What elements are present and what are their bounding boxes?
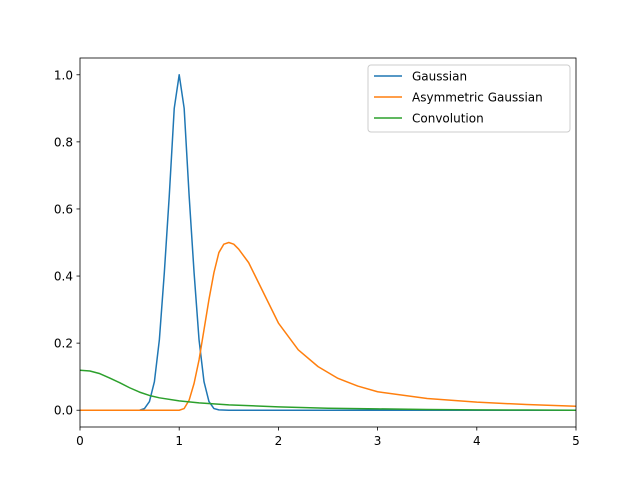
x-tick-label: 4: [473, 434, 481, 448]
y-tick-label: 1.0: [54, 68, 73, 82]
series-line-gaussian: [80, 74, 576, 411]
y-tick-label: 0.4: [54, 270, 73, 284]
plot-frame: [79, 57, 577, 428]
y-tick-label: 0.2: [54, 337, 73, 351]
legend-label: Gaussian: [412, 70, 467, 84]
x-tick-label: 0: [76, 434, 84, 448]
x-tick-label: 2: [275, 434, 283, 448]
legend-label: Asymmetric Gaussian: [412, 91, 543, 105]
series-line-asymmetric-gaussian: [80, 241, 576, 411]
y-tick-label: 0.8: [54, 135, 73, 149]
x-tick-label: 3: [374, 434, 382, 448]
legend-label: Convolution: [412, 112, 484, 126]
axes-layer: 0 1 2 3 4 5 0.0 0.2 0.4 0.6 0.8 1.0: [54, 68, 580, 448]
series-line-convolution: [80, 369, 576, 411]
x-tick-label: 1: [175, 434, 183, 448]
y-tick-label: 0.6: [54, 202, 73, 216]
y-tick-label: 0.0: [54, 404, 73, 418]
legend-box: [367, 64, 571, 133]
x-tick-label: 5: [572, 434, 580, 448]
legend: Gaussian Asymmetric Gaussian Convolution: [367, 64, 571, 133]
plot-layer: [80, 74, 576, 411]
